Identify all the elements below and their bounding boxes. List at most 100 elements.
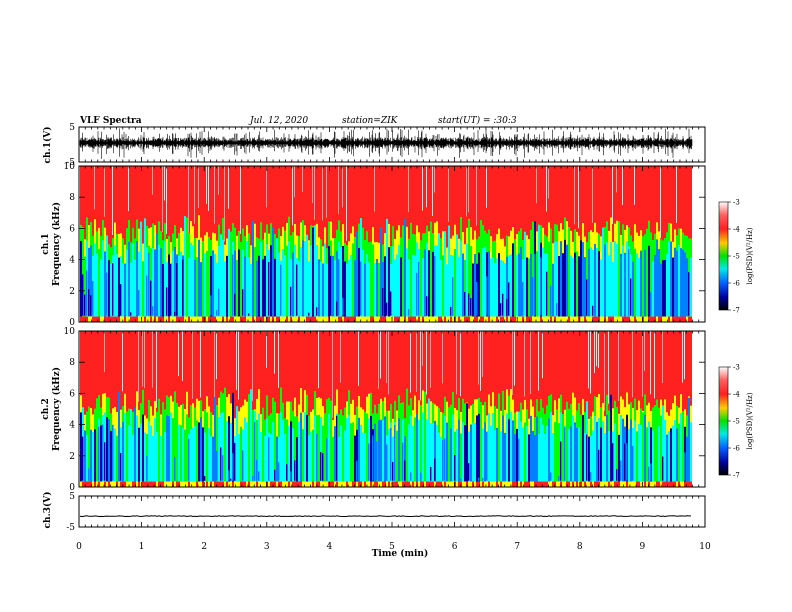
bottom-band-cell — [246, 481, 248, 487]
bright-streak — [480, 331, 481, 391]
bottom-band-cell — [200, 316, 202, 322]
bottom-band-cell — [180, 481, 182, 487]
low-band-cell — [690, 257, 692, 317]
bright-streak — [128, 166, 129, 212]
low-band-cell — [180, 251, 182, 317]
low-band-cell — [434, 420, 436, 482]
low-band-cell — [528, 434, 530, 482]
ch2-frequency-label: Frequency (kHz) — [51, 367, 62, 451]
bright-streak — [142, 331, 143, 387]
mid-band-cell — [554, 400, 556, 423]
bottom-band-cell — [462, 481, 464, 487]
mid-band-cell — [160, 414, 162, 437]
mid-band-cell — [284, 418, 286, 435]
x-tick-label: 1 — [139, 542, 145, 552]
low-band-cell — [472, 422, 474, 482]
mid-band-cell — [280, 236, 282, 262]
low-band-cell — [134, 406, 136, 482]
bottom-band-cell — [384, 316, 386, 322]
bottom-band-cell — [558, 316, 560, 322]
mid-band-cell — [392, 226, 394, 247]
bright-streak — [632, 331, 633, 398]
bottom-band-cell — [172, 316, 174, 322]
low-band-cell — [480, 220, 482, 317]
mid-band-cell — [334, 238, 336, 261]
low-band-cell — [620, 253, 622, 317]
bottom-band-cell — [336, 481, 338, 487]
bottom-band-cell — [98, 316, 100, 322]
mid-band-cell — [208, 406, 210, 429]
low-band-cell — [200, 417, 202, 482]
low-band-cell — [644, 249, 646, 317]
bottom-band-cell — [486, 316, 488, 322]
bottom-band-cell — [492, 316, 494, 322]
mid-band-cell — [550, 228, 552, 254]
mid-band-cell — [274, 234, 276, 260]
mid-band-cell — [620, 235, 622, 255]
bottom-band-cell — [186, 481, 188, 487]
mid-band-cell — [124, 393, 126, 414]
low-band-cell — [154, 249, 156, 317]
low-band-cell — [436, 424, 438, 482]
bottom-band-cell — [506, 481, 508, 487]
mid-band-cell — [474, 230, 476, 255]
low-band-cell — [620, 414, 622, 482]
bottom-band-cell — [156, 316, 158, 322]
mid-band-cell — [262, 239, 264, 260]
low-band-cell — [614, 423, 616, 482]
bottom-band-cell — [362, 481, 364, 487]
bottom-band-cell — [112, 316, 114, 322]
bottom-band-cell — [462, 316, 464, 322]
mid-band-cell — [568, 408, 570, 430]
bottom-band-cell — [246, 316, 248, 322]
mid-band-cell — [396, 410, 398, 432]
bottom-band-cell — [630, 316, 632, 322]
low-band-cell — [96, 253, 98, 317]
mid-band-cell — [538, 411, 540, 435]
bottom-band-cell — [194, 316, 196, 322]
low-band-cell — [682, 249, 684, 317]
mid-band-cell — [180, 227, 182, 252]
low-band-cell — [450, 428, 452, 482]
bright-streak — [252, 331, 253, 402]
mid-band-cell — [332, 420, 334, 438]
low-band-cell — [622, 245, 624, 317]
low-band-cell — [332, 255, 334, 317]
mid-band-cell — [482, 405, 484, 429]
mid-band-cell — [530, 230, 532, 255]
low-band-cell — [168, 416, 170, 482]
mid-band-cell — [626, 225, 628, 242]
bottom-band-cell — [102, 316, 104, 322]
mid-band-cell — [222, 218, 224, 241]
low-band-cell — [92, 431, 94, 482]
low-band-cell — [100, 425, 102, 482]
bottom-band-cell — [500, 316, 502, 322]
low-band-cell — [132, 243, 134, 317]
dark-streak — [464, 292, 466, 316]
bottom-band-cell — [320, 481, 322, 487]
mid-band-cell — [340, 409, 342, 426]
mid-band-cell — [250, 245, 252, 265]
x-tick-label: 5 — [389, 542, 395, 552]
mid-band-cell — [302, 220, 304, 241]
ch2-channel-label: ch.2 — [41, 398, 51, 419]
low-band-cell — [282, 249, 284, 317]
mid-band-cell — [652, 239, 654, 262]
mid-band-cell — [288, 216, 290, 242]
bottom-band-cell — [408, 481, 410, 487]
low-band-cell — [298, 260, 300, 317]
mid-band-cell — [642, 410, 644, 413]
bottom-band-cell — [488, 316, 490, 322]
bottom-band-cell — [610, 316, 612, 322]
mid-band-cell — [254, 223, 256, 248]
mid-band-cell — [240, 407, 242, 428]
dark-streak — [590, 472, 592, 481]
low-band-cell — [408, 258, 410, 317]
mid-band-cell — [110, 413, 112, 432]
low-band-cell — [86, 435, 88, 482]
mid-band-cell — [686, 415, 688, 438]
bottom-band-cell — [240, 481, 242, 487]
bottom-band-cell — [598, 316, 600, 322]
low-band-cell — [352, 243, 354, 317]
bottom-band-cell — [666, 316, 668, 322]
